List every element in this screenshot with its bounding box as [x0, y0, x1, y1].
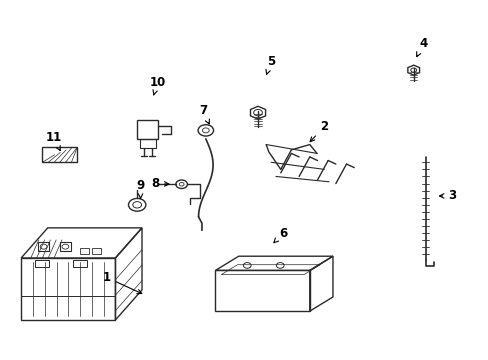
Text: 3: 3	[439, 189, 455, 202]
Bar	[38, 242, 49, 251]
Bar	[73, 260, 86, 267]
Text: 2: 2	[309, 120, 327, 141]
Text: 5: 5	[265, 55, 275, 74]
Bar	[140, 139, 155, 148]
Text: 7: 7	[199, 104, 209, 124]
Text: 8: 8	[151, 177, 168, 190]
Bar	[92, 248, 101, 255]
Text: 10: 10	[149, 76, 165, 95]
Text: 4: 4	[416, 37, 427, 57]
Text: 6: 6	[273, 227, 287, 243]
Text: 9: 9	[136, 179, 144, 198]
Text: 11: 11	[45, 131, 61, 150]
Text: 1: 1	[102, 271, 142, 294]
Bar	[137, 120, 158, 139]
Bar	[35, 260, 49, 267]
Bar	[80, 248, 89, 255]
Bar	[42, 147, 77, 162]
Bar	[60, 242, 71, 251]
